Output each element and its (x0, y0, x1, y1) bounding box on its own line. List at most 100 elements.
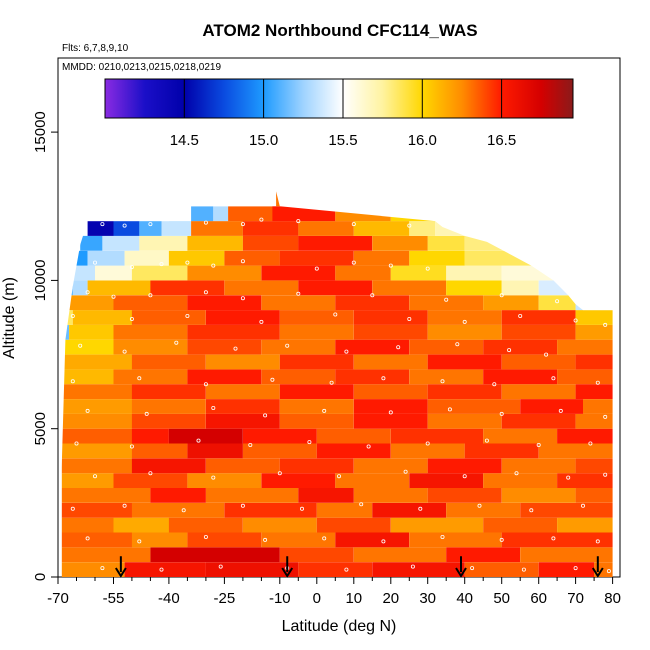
heat-cell-18-3 (187, 295, 262, 311)
heat-cell-15-2 (187, 339, 262, 355)
sample-point-6 (259, 217, 264, 222)
heat-cell-8-7 (538, 443, 613, 459)
heat-cell-19-5 (298, 280, 373, 296)
heat-cell-15-1 (113, 339, 188, 355)
descent-arrows (115, 556, 604, 578)
heat-cell-11-2 (205, 399, 280, 414)
sample-point-16 (314, 266, 319, 271)
heat-cell-9-2 (168, 428, 243, 444)
heat-cell-5-4 (353, 488, 428, 503)
heat-cell-0-5 (464, 562, 539, 577)
heat-cell-24-0 (191, 206, 214, 222)
heat-cell-24-2 (228, 206, 273, 222)
heat-cell-20-3 (131, 265, 188, 281)
heat-cell-13-4 (335, 369, 410, 385)
heat-cell-8-6 (464, 443, 539, 459)
heat-cell-19-2 (87, 280, 151, 296)
heat-cell-19-8 (501, 280, 539, 296)
y-tick-label-3: 15000 (32, 111, 49, 153)
y-tick-label-2: 10000 (32, 260, 49, 302)
heat-cell-16-2 (113, 324, 188, 340)
heat-cell-15-0 (61, 339, 114, 355)
heat-cell-11-0 (61, 399, 133, 414)
sample-point-57 (492, 382, 497, 387)
heat-cell-3-2 (168, 517, 243, 533)
heat-cell-3-7 (557, 517, 613, 533)
sample-point-111 (159, 567, 164, 572)
heat-cell-20-6 (335, 265, 391, 281)
heat-cell-23-2 (139, 221, 162, 236)
sample-point-114 (344, 567, 349, 572)
heat-cell-23-5 (242, 221, 299, 236)
heat-cell-14-1 (131, 354, 206, 370)
sample-point-100 (85, 536, 90, 541)
sample-point-59 (595, 380, 600, 385)
heat-cell-10-1 (131, 413, 206, 429)
heat-cell-10-6 (501, 413, 576, 429)
heat-cell-20-5 (261, 265, 336, 281)
heat-cell-24-1 (213, 206, 229, 222)
sample-point-93 (240, 503, 245, 508)
sample-point-65 (388, 410, 393, 415)
heat-cell-1-5 (520, 547, 613, 563)
heat-cell-9-0 (61, 428, 133, 444)
sample-point-74 (307, 440, 312, 445)
heat-cell-0-3 (298, 562, 373, 577)
heat-cell-2-1 (131, 532, 188, 548)
heat-cell-18-5 (335, 295, 410, 311)
heat-cell-9-4 (316, 428, 391, 444)
sample-point-119 (606, 569, 611, 574)
sample-point-14 (211, 263, 216, 268)
sample-point-60 (85, 408, 90, 413)
heat-cell-21-6 (353, 250, 410, 266)
heat-cell-3-3 (242, 517, 317, 533)
heat-cell-11-3 (279, 399, 354, 414)
heat-cell-10-3 (279, 413, 354, 429)
heat-cell-21-5 (279, 250, 354, 266)
heat-cell-7-7 (575, 458, 613, 474)
heat-cell-1-2 (279, 547, 354, 563)
heat-cell-12-3 (279, 384, 354, 399)
sample-point-95 (359, 502, 364, 507)
heat-cell-2-3 (261, 532, 336, 548)
sample-point-1 (100, 222, 105, 227)
heat-cell-17-1 (72, 310, 132, 325)
colorbar-ticks: 14.5 15.0 15.5 16.0 16.5 (170, 79, 516, 149)
heat-cell-4-4 (372, 502, 447, 518)
heat-cell-2-2 (187, 532, 262, 548)
heat-cell-12-1 (131, 384, 206, 399)
heat-cell-16-3 (187, 324, 280, 340)
heat-cell-11-7 (583, 399, 613, 414)
sample-point-39 (603, 322, 608, 327)
heat-cell-14-5 (427, 354, 502, 370)
heat-cell-7-5 (427, 458, 502, 474)
sample-point-23 (203, 290, 208, 295)
sample-point-106 (440, 535, 445, 540)
heat-cell-16-8 (575, 324, 613, 340)
chart-title: ATOM2 Northbound CFC114_WAS (202, 21, 477, 40)
heat-cell-9-1 (131, 428, 169, 444)
sample-point-73 (248, 442, 253, 447)
sample-point-35 (407, 316, 412, 321)
heat-cell-10-5 (427, 413, 502, 429)
heat-cell-20-4 (187, 265, 262, 281)
sample-point-118 (573, 566, 578, 571)
heat-cell-11-6 (520, 399, 584, 414)
heat-cell-6-0 (61, 473, 114, 488)
heat-cell-2-5 (409, 532, 502, 548)
heat-cell-18-4 (261, 295, 336, 311)
sample-point-40 (78, 343, 83, 348)
sample-point-80 (93, 474, 98, 479)
sample-point-12 (159, 262, 164, 267)
heat-cell-3-0 (61, 517, 114, 533)
heat-cell-22-6 (372, 235, 428, 251)
heat-cell-13-7 (557, 369, 613, 385)
sample-point-110 (100, 566, 105, 571)
heat-cell-16-1 (69, 324, 114, 340)
heat-cell-21-2 (124, 250, 169, 266)
sample-point-46 (396, 345, 401, 350)
sample-point-97 (477, 503, 482, 508)
sample-point-67 (499, 411, 504, 416)
flights-label: Flts: 6,7,8,9,10 (62, 43, 129, 54)
